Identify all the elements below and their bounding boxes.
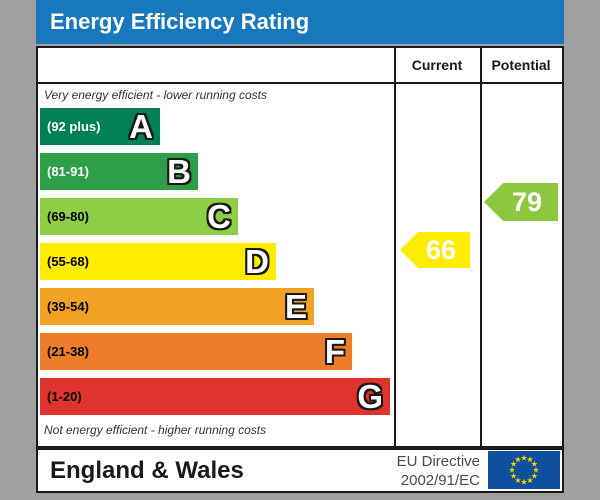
chart-footer: England & Wales EU Directive 2002/91/EC	[36, 448, 564, 493]
column-divider-current	[394, 48, 396, 446]
band-row-d: (55-68) D	[40, 243, 276, 280]
band-range: (1-20)	[47, 389, 82, 404]
band-letter: F	[324, 333, 345, 370]
band-range: (39-54)	[47, 299, 89, 314]
column-header-current: Current	[411, 57, 463, 73]
eu-flag-icon	[488, 451, 560, 489]
potential-value: 79	[511, 186, 543, 217]
column-header-potential: Potential	[491, 57, 551, 73]
band-range: (92 plus)	[47, 119, 101, 134]
chart-header: Energy Efficiency Rating	[36, 0, 564, 44]
potential-arrow: 79	[484, 183, 558, 221]
band-row-g: (1-20) G	[40, 378, 390, 415]
bottom-note: Not energy efficient - higher running co…	[44, 423, 267, 437]
eu-directive-text: EU Directive 2002/91/EC	[397, 452, 480, 490]
band-row-c: (69-80) C	[40, 198, 238, 235]
band-range: (69-80)	[47, 209, 89, 224]
column-divider-potential	[480, 48, 482, 446]
table-header-row: Current Potential	[38, 48, 562, 84]
chart-title: Energy Efficiency Rating	[50, 9, 310, 34]
band-letter: G	[357, 378, 383, 415]
region-label: England & Wales	[50, 457, 244, 484]
band-row-a: (92 plus) A	[40, 108, 160, 145]
band-range: (21-38)	[47, 344, 89, 359]
eu-directive-line2: 2002/91/EC	[400, 472, 480, 489]
band-letter: D	[245, 243, 269, 280]
band-letter: B	[167, 153, 191, 190]
rating-table: Current Potential Very energy efficient …	[36, 46, 564, 448]
eu-directive-line1: EU Directive	[396, 453, 480, 470]
band-row-f: (21-38) F	[40, 333, 352, 370]
band-letter: A	[129, 108, 153, 145]
current-value: 66	[425, 234, 457, 265]
band-row-e: (39-54) E	[40, 288, 314, 325]
band-range: (81-91)	[47, 164, 89, 179]
band-letter: E	[284, 288, 307, 325]
current-arrow: 66	[400, 232, 470, 268]
band-row-b: (81-91) B	[40, 153, 198, 190]
band-range: (55-68)	[47, 254, 89, 269]
band-letter: C	[207, 198, 231, 235]
top-note: Very energy efficient - lower running co…	[44, 88, 267, 102]
